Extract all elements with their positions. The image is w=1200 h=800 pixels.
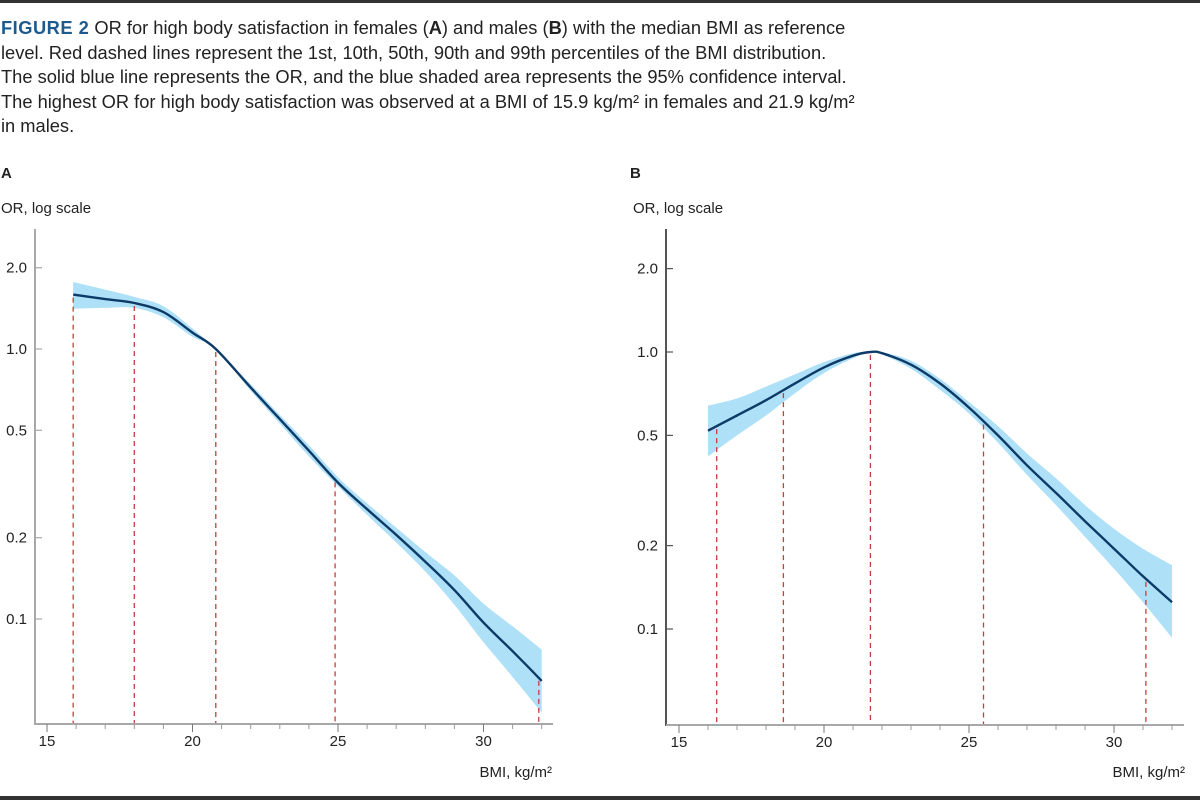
panel-b-x-axis-title: BMI, kg/m²	[1112, 764, 1185, 781]
panel-b-y-tick-label: 0.5	[637, 427, 658, 444]
panel-b-or-line	[707, 350, 1173, 604]
panel-b-x-tick-label: 15	[671, 734, 688, 751]
panel-b-letter: B	[630, 165, 641, 182]
caption-text-3: ) with the median BMI as reference level…	[1, 17, 855, 137]
caption-text-2: ) and males (	[441, 17, 549, 38]
panel-b-x-tick-label: 20	[816, 734, 833, 751]
panel-a-x-tick-label: 30	[475, 733, 492, 750]
bottom-rule	[0, 796, 1200, 800]
panel-a-x-tick-label: 15	[39, 733, 56, 750]
panel-a-y-tick-label: 0.1	[6, 611, 27, 628]
panel-a-y-tick-label: 2.0	[6, 260, 27, 277]
panel-a-y-tick-label: 0.2	[6, 530, 27, 547]
figure-label: FIGURE 2	[1, 17, 90, 38]
panel-a-confidence-band	[73, 282, 542, 713]
panel-b-y-tick-label: 0.1	[637, 621, 658, 638]
panel-a-or-line	[73, 293, 543, 682]
panel-b-x-tick-label: 30	[1106, 734, 1123, 751]
panel-b-y-tick-label: 2.0	[637, 261, 658, 278]
panel-a-y-tick-label: 1.0	[6, 341, 27, 358]
figure-caption: FIGURE 2 OR for high body satisfaction i…	[1, 16, 861, 139]
panel-a-x-tick-label: 20	[184, 733, 201, 750]
panel-a-x-axis-title: BMI, kg/m²	[479, 764, 552, 781]
panel-b: B OR, log scale BMI, kg/m² 2.0 1.0 0.5 0.2 0…	[630, 165, 1185, 781]
caption-text-1: OR for high body satisfaction in females…	[89, 17, 429, 38]
panel-a-letter: A	[1, 165, 12, 182]
panel-b-y-tick-label: 1.0	[637, 344, 658, 361]
panel-b-y-axis-title: OR, log scale	[633, 200, 723, 217]
panel-a-y-axis-title: OR, log scale	[1, 200, 91, 217]
caption-panel-b-ref: B	[548, 17, 562, 38]
panel-a-x-tick-label: 25	[330, 733, 347, 750]
panel-a: A OR, log scale BMI, kg/m² 2.0 1.0 0.5 0.2 0…	[1, 165, 553, 781]
caption-panel-a-ref: A	[428, 17, 442, 38]
panel-b-x-tick-label: 25	[961, 734, 978, 751]
panel-a-y-tick-label: 0.5	[6, 422, 27, 439]
top-rule	[0, 0, 1200, 3]
panel-b-y-tick-label: 0.2	[637, 538, 658, 555]
